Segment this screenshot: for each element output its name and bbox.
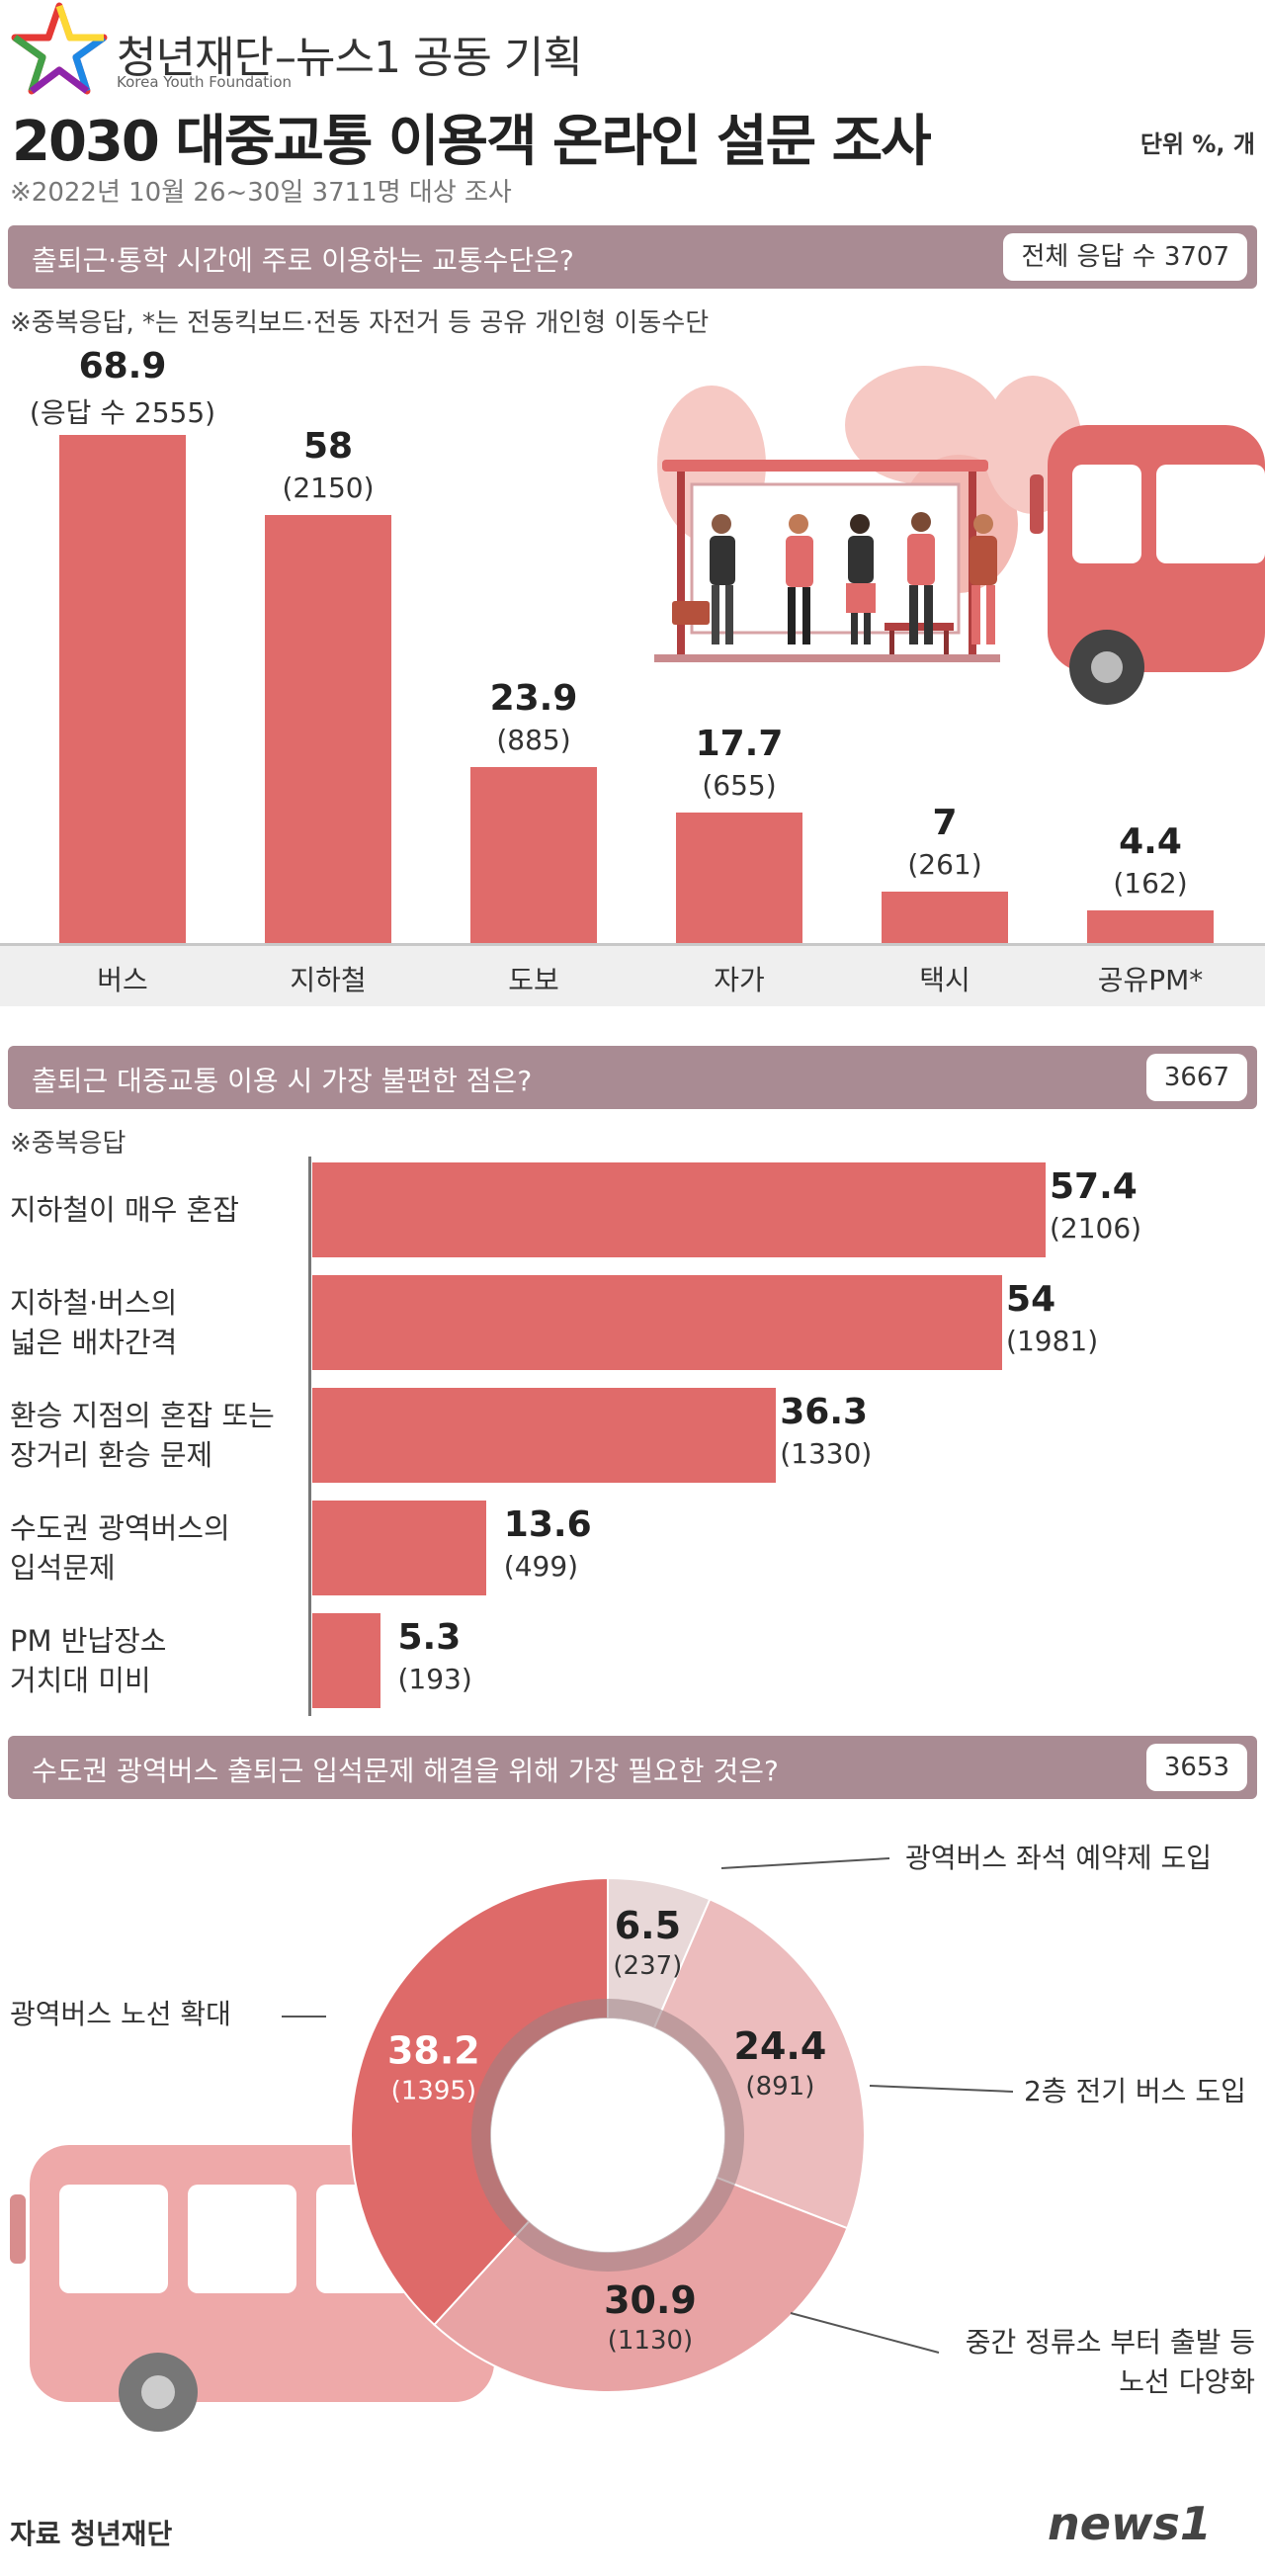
donut-inner-ring	[471, 1999, 744, 2272]
hbar-axis-line	[308, 1157, 311, 1716]
bar-value-label: 58	[302, 426, 354, 468]
section-commute-header: 출퇴근·통학 시간에 주로 이용하는 교통수단은? 전체 응답 수 3707	[8, 225, 1257, 289]
slice-label-expand-routes: 광역버스 노선 확대	[10, 1998, 231, 2030]
bar-5	[882, 891, 1008, 943]
section-solution-question: 수도권 광역버스 출퇴근 입석문제 해결을 위해 가장 필요한 것은?	[32, 1755, 779, 1787]
bar-axis-band	[0, 945, 1265, 1006]
section-commute-total: 전체 응답 수 3707	[1003, 233, 1247, 281]
section-inconvenience-total: 3667	[1145, 1054, 1247, 1101]
bar-value-label: 23.9	[489, 677, 578, 719]
section-solution-total: 3653	[1145, 1744, 1247, 1791]
bar-value-label: 68.9	[78, 346, 167, 386]
slice-leader-line	[720, 1857, 890, 1869]
slice-leader-line	[790, 2312, 940, 2354]
news1-logo: news1	[1048, 2497, 1212, 2550]
slice-count-label: (891)	[745, 2072, 814, 2102]
hbar-category-label: 지하철이 매우 혼잡	[10, 1190, 239, 1230]
bar-1	[59, 435, 186, 943]
bar-category-label: 자가	[714, 964, 765, 996]
bus-stop-illustration	[654, 366, 1265, 705]
slice-label-reservation: 광역버스 좌석 예약제 도입	[905, 1842, 1213, 1874]
section-inconvenience-header: 출퇴근 대중교통 이용 시 가장 불편한 점은? 3667	[8, 1046, 1257, 1109]
survey-note: ※2022년 10월 26~30일 3711명 대상 조사	[10, 178, 512, 208]
hbar-category-line: 장거리 환승 문제	[10, 1438, 213, 1472]
hbar-category-line: 수도권 광역버스의	[10, 1511, 230, 1545]
hbar-count-label: (499)	[503, 1550, 579, 1583]
hbar-count-label: (2106)	[1050, 1212, 1142, 1245]
bar-category-label: 공유PM*	[1097, 964, 1204, 996]
bar-category-label: 도보	[508, 964, 559, 996]
hbar-count-label: (1330)	[780, 1437, 873, 1470]
bar-6	[1087, 910, 1214, 943]
bar-count-label: (261)	[907, 847, 982, 881]
hbar-category-line: 지하철이 매우 혼잡	[10, 1193, 239, 1227]
bar-3	[470, 766, 597, 943]
hbar-value-label: 13.6	[503, 1504, 592, 1545]
hbar-value-label: 54	[1006, 1279, 1056, 1320]
star-logo-icon	[11, 2, 108, 95]
slice-label-double-decker: 2층 전기 버스 도입	[1024, 2075, 1246, 2107]
bar-category-label: 지하철	[290, 964, 367, 996]
bar-value-label: 4.4	[1119, 821, 1182, 863]
slice-value-label: 30.9	[604, 2278, 697, 2322]
slice-label-diversify-routes: 중간 정류소 부터 출발 등 노선 다양화	[949, 2323, 1255, 2402]
section-commute-note: ※중복응답, *는 전동킥보드·전동 자전거 등 공유 개인형 이동수단	[10, 308, 710, 338]
bar-4	[676, 812, 802, 943]
slice-label-diversify-line1: 중간 정류소 부터 출발 등	[965, 2326, 1255, 2359]
bar-category-label: 버스	[97, 964, 148, 996]
slice-value-label: 24.4	[734, 2024, 827, 2068]
hbar-category-line: 지하철·버스의	[10, 1286, 178, 1320]
section-inconvenience-question: 출퇴근 대중교통 이용 시 가장 불편한 점은?	[32, 1065, 533, 1097]
hbar-4	[312, 1501, 486, 1595]
hbar-2	[312, 1275, 1003, 1370]
hbar-5	[312, 1613, 380, 1708]
bar-count-label: (162)	[1113, 867, 1188, 901]
hbar-value-label: 5.3	[397, 1617, 462, 1658]
bar-category-label: 택시	[919, 964, 970, 996]
hbar-category-line: 환승 지점의 혼잡 또는	[10, 1399, 275, 1432]
source-label: 자료 청년재단	[10, 2518, 173, 2550]
unit-label: 단위 %, 개	[1139, 130, 1255, 158]
collab-label: –뉴스1 공동 기획	[275, 33, 583, 83]
slice-count-label: (1395)	[391, 2077, 476, 2106]
slice-leader-line	[869, 2085, 1014, 2093]
section-commute-question: 출퇴근·통학 시간에 주로 이용하는 교통수단은?	[32, 244, 574, 277]
section-solution-header: 수도권 광역버스 출퇴근 입석문제 해결을 위해 가장 필요한 것은? 3653	[8, 1736, 1257, 1799]
hbar-count-label: (193)	[397, 1663, 472, 1695]
bar-count-label: (885)	[496, 723, 571, 756]
org-name: 청년재단	[117, 33, 274, 83]
hbar-category-line: 넓은 배차간격	[10, 1326, 178, 1359]
slice-value-label: 6.5	[615, 1904, 681, 1947]
bar-count-label: (2150)	[282, 472, 375, 505]
hbar-1	[312, 1162, 1046, 1257]
donut-hole	[491, 2018, 724, 2252]
org-subtitle: Korea Youth Foundation	[117, 73, 293, 91]
solution-donut-chart: 6.5 (237) 24.4 (891) 30.9 (1130) 38.2 (1395)	[282, 1857, 1014, 2393]
hbar-value-label: 57.4	[1050, 1166, 1138, 1207]
hbar-value-label: 36.3	[780, 1392, 869, 1432]
hbar-category-line: 입석문제	[10, 1551, 116, 1585]
bar-baseline	[0, 943, 1265, 946]
section-inconvenience-note: ※중복응답	[10, 1129, 126, 1159]
bar-count-label: (응답 수 2555)	[29, 396, 216, 429]
slice-count-label: (1130)	[608, 2326, 693, 2356]
bar-2	[265, 515, 391, 943]
bar-value-label: 17.7	[695, 723, 784, 764]
hbar-category-line: PM 반납장소	[10, 1624, 167, 1658]
slice-label-diversify-line2: 노선 다양화	[1119, 2365, 1255, 2398]
bar-count-label: (655)	[702, 768, 777, 802]
bar-value-label: 7	[932, 802, 958, 843]
hbar-count-label: (1981)	[1006, 1325, 1099, 1357]
hbar-3	[312, 1388, 777, 1483]
hbar-category-line: 거치대 미비	[10, 1664, 151, 1697]
slice-value-label: 38.2	[387, 2029, 480, 2073]
slice-count-label: (237)	[613, 1951, 682, 1981]
page-title: 2030 대중교통 이용객 온라인 설문 조사	[12, 110, 932, 174]
